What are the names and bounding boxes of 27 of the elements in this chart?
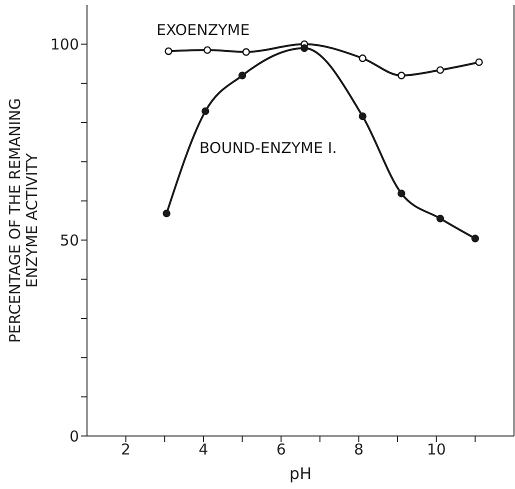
- y-tick-label: 0: [69, 427, 79, 446]
- point: [242, 48, 250, 56]
- point: [162, 210, 170, 218]
- point: [436, 214, 444, 222]
- x-tick-label: 10: [426, 440, 446, 459]
- y-tick-label: 50: [60, 231, 79, 250]
- point: [358, 112, 366, 120]
- x-tick-label: 6: [276, 440, 286, 459]
- y-tick-label: 100: [50, 36, 79, 54]
- x-tick-label: 8: [354, 440, 364, 459]
- y-axis-title: PERCENTAGE OF THE REMANING ENZYME ACTIVITY: [6, 98, 41, 343]
- x-tick-label: 4: [198, 440, 208, 459]
- point: [238, 72, 246, 80]
- series-label: EXOENZYME: [156, 21, 250, 40]
- point: [436, 66, 444, 74]
- point: [471, 234, 480, 242]
- point: [203, 46, 212, 54]
- point: [398, 72, 406, 80]
- series-label: BOUND-ENZYME I.: [199, 139, 337, 158]
- point: [202, 107, 210, 116]
- point: [164, 47, 172, 56]
- x-tick-label: 2: [121, 440, 131, 459]
- point: [358, 54, 366, 62]
- point: [300, 44, 308, 52]
- point: [475, 58, 483, 66]
- x-axis-title: pH: [289, 464, 312, 483]
- point: [398, 190, 406, 198]
